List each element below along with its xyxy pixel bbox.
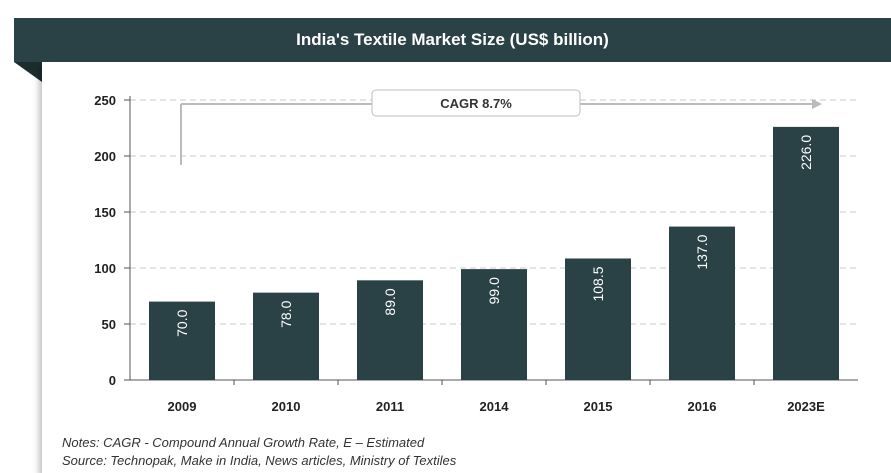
bar [669,226,735,380]
y-tick-label: 50 [102,317,116,332]
y-tick-label: 100 [94,261,116,276]
notes: Notes: CAGR - Compound Annual Growth Rat… [62,434,456,470]
header-fold [14,62,42,82]
bar [773,126,839,380]
cagr-label-box [371,89,581,117]
y-tick-label: 250 [94,93,116,108]
y-tick-label: 150 [94,205,116,220]
x-tick-label: 2015 [584,399,613,414]
x-tick-label: 2023E [787,399,825,414]
chart-title: India's Textile Market Size (US$ billion… [296,30,609,49]
bar [357,280,423,380]
cagr-arrow-head [812,99,822,109]
bar [253,292,319,380]
y-tick-label: 0 [109,373,116,388]
notes-line: Notes: CAGR - Compound Annual Growth Rat… [62,435,425,450]
cagr-label: CAGR 8.7% [440,96,512,111]
bar [565,258,631,380]
bar-value-label: 108.5 [590,266,606,301]
x-tick-label: 2011 [376,399,404,414]
x-tick-label: 2009 [168,399,197,414]
bar [149,301,215,380]
bar [461,269,527,380]
chart-title-bar: India's Textile Market Size (US$ billion… [14,18,891,62]
bar-value-label: 89.0 [382,288,398,315]
bar-value-label: 70.0 [174,309,190,336]
source-line: Source: Technopak, Make in India, News a… [62,453,457,468]
bar-value-label: 137.0 [694,234,710,269]
bar-value-label: 226.0 [798,135,814,170]
bar-value-label: 99.0 [486,277,502,304]
bar-value-label: 78.0 [278,300,294,327]
x-tick-label: 2014 [480,399,510,414]
x-tick-label: 2016 [688,399,717,414]
y-tick-label: 200 [94,149,116,164]
x-tick-label: 2010 [272,399,301,414]
